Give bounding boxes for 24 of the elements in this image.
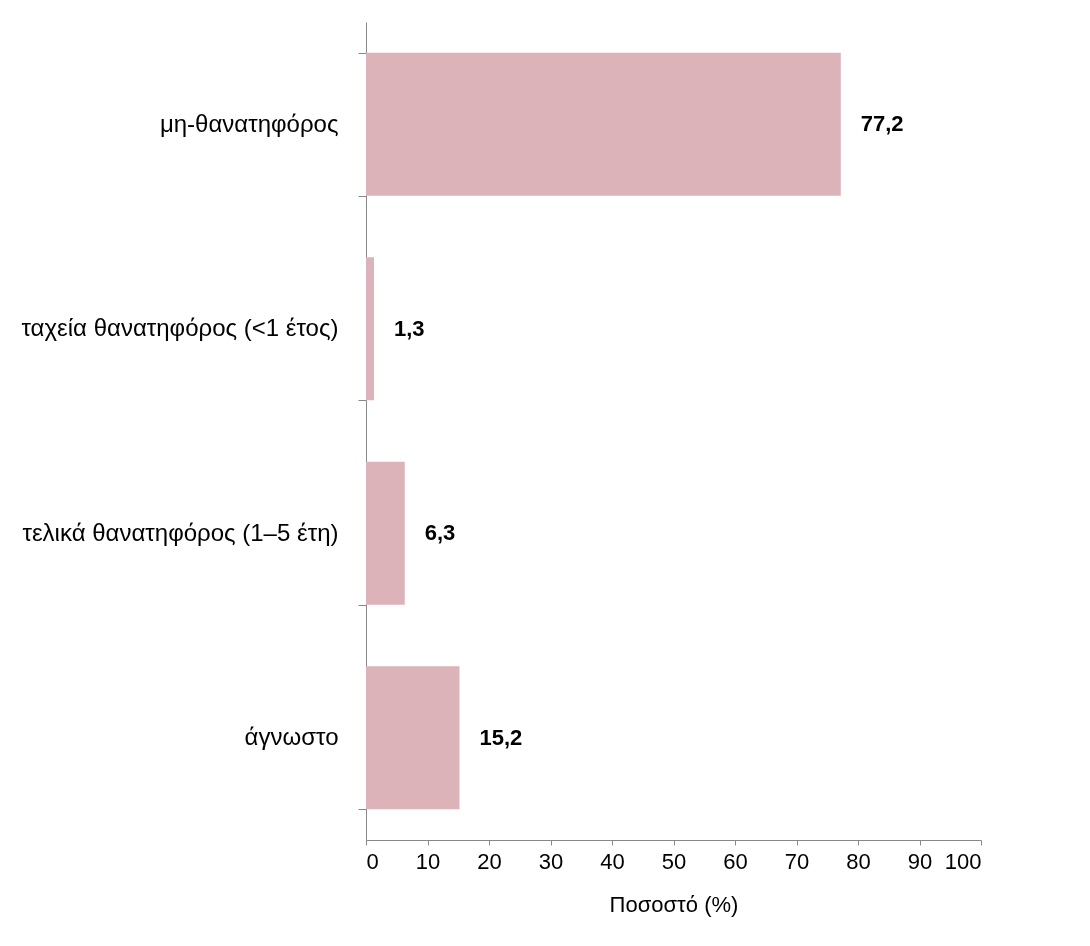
x-tick-label: 60 [723,848,748,874]
x-tick-label: 100 [944,848,982,874]
data-label: 6,3 [424,520,456,546]
x-tick-label: 80 [846,848,871,874]
bar [366,257,374,401]
x-tick-label: 70 [784,848,810,874]
bar [366,461,405,605]
x-axis-title: Ποσοστό (%) [609,891,739,917]
x-tick-label: 30 [538,848,564,874]
data-label: 15,2 [479,724,523,750]
x-tick-label: 0 [366,848,379,874]
x-tick-label: 50 [661,848,687,874]
bar [366,666,460,810]
bar [366,52,841,196]
y-tick-label: ταχεία θανατηφόρος (<1 έτος) [21,314,339,342]
x-tick-label: 90 [907,848,933,874]
x-tick-label: 40 [600,848,625,874]
data-label: 77,2 [860,111,904,137]
x-tick-label: 20 [477,848,502,874]
y-tick-label: τελικά θανατηφόρος (1–5 έτη) [22,518,339,546]
y-tick-label: άγνωστο [244,723,339,751]
y-tick-label: μη-θανατηφόρος [159,109,339,137]
data-label: 1,3 [393,315,425,341]
x-tick-label: 10 [415,848,441,874]
